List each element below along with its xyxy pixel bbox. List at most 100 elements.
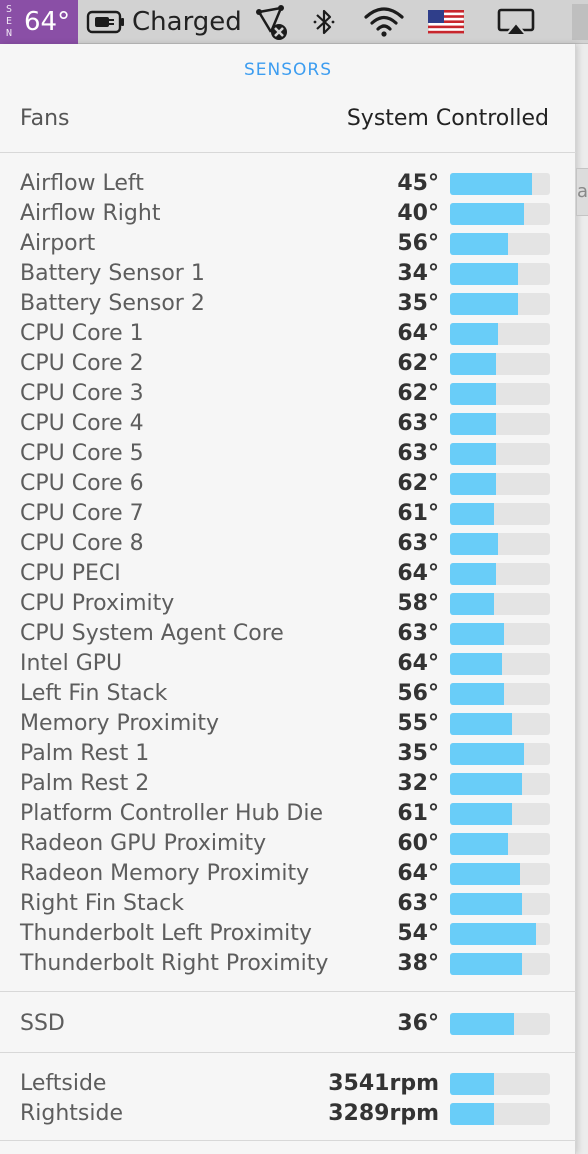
sensor-level-fill bbox=[450, 263, 518, 285]
sensor-name: CPU System Agent Core bbox=[20, 621, 284, 646]
sensor-row: Intel GPU 64° bbox=[0, 649, 576, 679]
sensor-name: CPU Core 6 bbox=[20, 471, 144, 496]
battery-plug-icon[interactable] bbox=[86, 0, 126, 44]
background-window-edge: ac bbox=[576, 168, 588, 216]
sensor-level-fill bbox=[450, 713, 512, 735]
sensor-name: CPU Core 8 bbox=[20, 531, 144, 556]
sensor-value: 64° bbox=[397, 561, 439, 586]
sensor-value: 62° bbox=[397, 471, 439, 496]
sensor-level-bar bbox=[450, 623, 550, 645]
sensor-value: 62° bbox=[397, 381, 439, 406]
sensor-level-fill bbox=[450, 233, 508, 255]
divider bbox=[0, 991, 576, 992]
sensor-level-bar bbox=[450, 773, 550, 795]
sensor-level-fill bbox=[450, 173, 532, 195]
sensor-value: 35° bbox=[397, 741, 439, 766]
bluetooth-icon[interactable] bbox=[312, 0, 336, 44]
app-letter: N bbox=[5, 28, 13, 39]
network-off-icon[interactable] bbox=[251, 0, 291, 44]
sensor-level-fill bbox=[450, 893, 522, 915]
sensor-name: CPU Core 2 bbox=[20, 351, 144, 376]
sensor-level-fill bbox=[450, 833, 508, 855]
sensor-value: 63° bbox=[397, 411, 439, 436]
sensor-value: 64° bbox=[397, 861, 439, 886]
sensor-level-fill bbox=[450, 773, 522, 795]
fans-mode-row[interactable]: Fans System Controlled bbox=[0, 102, 576, 140]
sensor-row: CPU Core 4 63° bbox=[0, 409, 576, 439]
wifi-icon[interactable] bbox=[362, 0, 406, 44]
sensor-value: 63° bbox=[397, 621, 439, 646]
sensor-level-fill bbox=[450, 203, 524, 225]
sensor-level-bar bbox=[450, 833, 550, 855]
sensor-row: Memory Proximity 55° bbox=[0, 709, 576, 739]
sensor-row: Platform Controller Hub Die 61° bbox=[0, 799, 576, 829]
sensor-row: Airport 56° bbox=[0, 229, 576, 259]
sensor-name: Leftside bbox=[20, 1071, 107, 1096]
sensor-level-bar bbox=[450, 503, 550, 525]
sensor-level-fill bbox=[450, 1073, 494, 1095]
sensor-row: CPU Core 1 64° bbox=[0, 319, 576, 349]
sensor-value: 64° bbox=[397, 321, 439, 346]
battery-status-label[interactable]: Charged bbox=[132, 7, 242, 37]
sensor-level-bar bbox=[450, 473, 550, 495]
panel-title: SENSORS bbox=[243, 60, 333, 80]
sensor-level-bar bbox=[450, 173, 550, 195]
sensor-name: Radeon Memory Proximity bbox=[20, 861, 310, 886]
sensor-row: Radeon GPU Proximity 60° bbox=[0, 829, 576, 859]
ssd-row: SSD 36° bbox=[0, 1009, 576, 1039]
divider bbox=[0, 1140, 576, 1141]
sensor-value: 56° bbox=[397, 231, 439, 256]
sensor-level-fill bbox=[450, 953, 522, 975]
sensor-name: Airport bbox=[20, 231, 96, 256]
sensor-level-fill bbox=[450, 293, 518, 315]
sensor-level-bar bbox=[450, 293, 550, 315]
sensor-value: 35° bbox=[397, 291, 439, 316]
sensors-dropdown-panel: SENSORS Fans System Controlled Airflow L… bbox=[0, 44, 576, 1154]
sensor-name: Airflow Left bbox=[20, 171, 144, 196]
sensor-value: 63° bbox=[397, 891, 439, 916]
menu-bar: S E N 64° Charged bbox=[0, 0, 588, 44]
fans-mode-value[interactable]: System Controlled bbox=[346, 106, 549, 131]
sensor-value: 40° bbox=[397, 201, 439, 226]
sensor-level-bar bbox=[450, 593, 550, 615]
sensor-name: CPU Proximity bbox=[20, 591, 175, 616]
sensor-level-bar bbox=[450, 323, 550, 345]
sensor-value: 61° bbox=[397, 801, 439, 826]
sensor-level-fill bbox=[450, 473, 496, 495]
sensor-row: Battery Sensor 1 34° bbox=[0, 259, 576, 289]
sensor-level-bar bbox=[450, 263, 550, 285]
sensor-level-bar bbox=[450, 893, 550, 915]
sensor-value: 62° bbox=[397, 351, 439, 376]
sensor-name: Right Fin Stack bbox=[20, 891, 184, 916]
sensor-level-fill bbox=[450, 593, 494, 615]
sensor-level-fill bbox=[450, 1103, 494, 1125]
app-letter: E bbox=[5, 16, 13, 27]
sensor-row: CPU Core 7 61° bbox=[0, 499, 576, 529]
sensor-row: CPU Core 2 62° bbox=[0, 349, 576, 379]
sensor-row: CPU Core 3 62° bbox=[0, 379, 576, 409]
sensor-level-fill bbox=[450, 623, 504, 645]
sensor-value: 64° bbox=[397, 651, 439, 676]
sensor-row: CPU Proximity 58° bbox=[0, 589, 576, 619]
sensor-level-fill bbox=[450, 563, 496, 585]
sensor-level-fill bbox=[450, 923, 536, 945]
sensor-value: 3289rpm bbox=[328, 1101, 439, 1126]
sensor-level-bar bbox=[450, 743, 550, 765]
sensor-value: 61° bbox=[397, 501, 439, 526]
airplay-icon[interactable] bbox=[496, 0, 536, 44]
sensor-app-menu-item[interactable]: S E N 64° bbox=[0, 0, 78, 44]
sensor-level-bar bbox=[450, 233, 550, 255]
sensor-value: 63° bbox=[397, 531, 439, 556]
sensor-value: 3541rpm bbox=[328, 1071, 439, 1096]
us-flag-icon[interactable] bbox=[428, 0, 464, 44]
sensor-level-fill bbox=[450, 743, 524, 765]
sensor-name: Thunderbolt Left Proximity bbox=[20, 921, 312, 946]
sensor-name: CPU Core 4 bbox=[20, 411, 144, 436]
menubar-temperature: 64° bbox=[24, 7, 71, 37]
sensor-row: Palm Rest 1 35° bbox=[0, 739, 576, 769]
sensor-level-bar bbox=[450, 383, 550, 405]
app-letter: S bbox=[5, 4, 13, 15]
sensor-row: Battery Sensor 2 35° bbox=[0, 289, 576, 319]
sensor-level-bar bbox=[450, 683, 550, 705]
sensor-name: Thunderbolt Right Proximity bbox=[20, 951, 329, 976]
